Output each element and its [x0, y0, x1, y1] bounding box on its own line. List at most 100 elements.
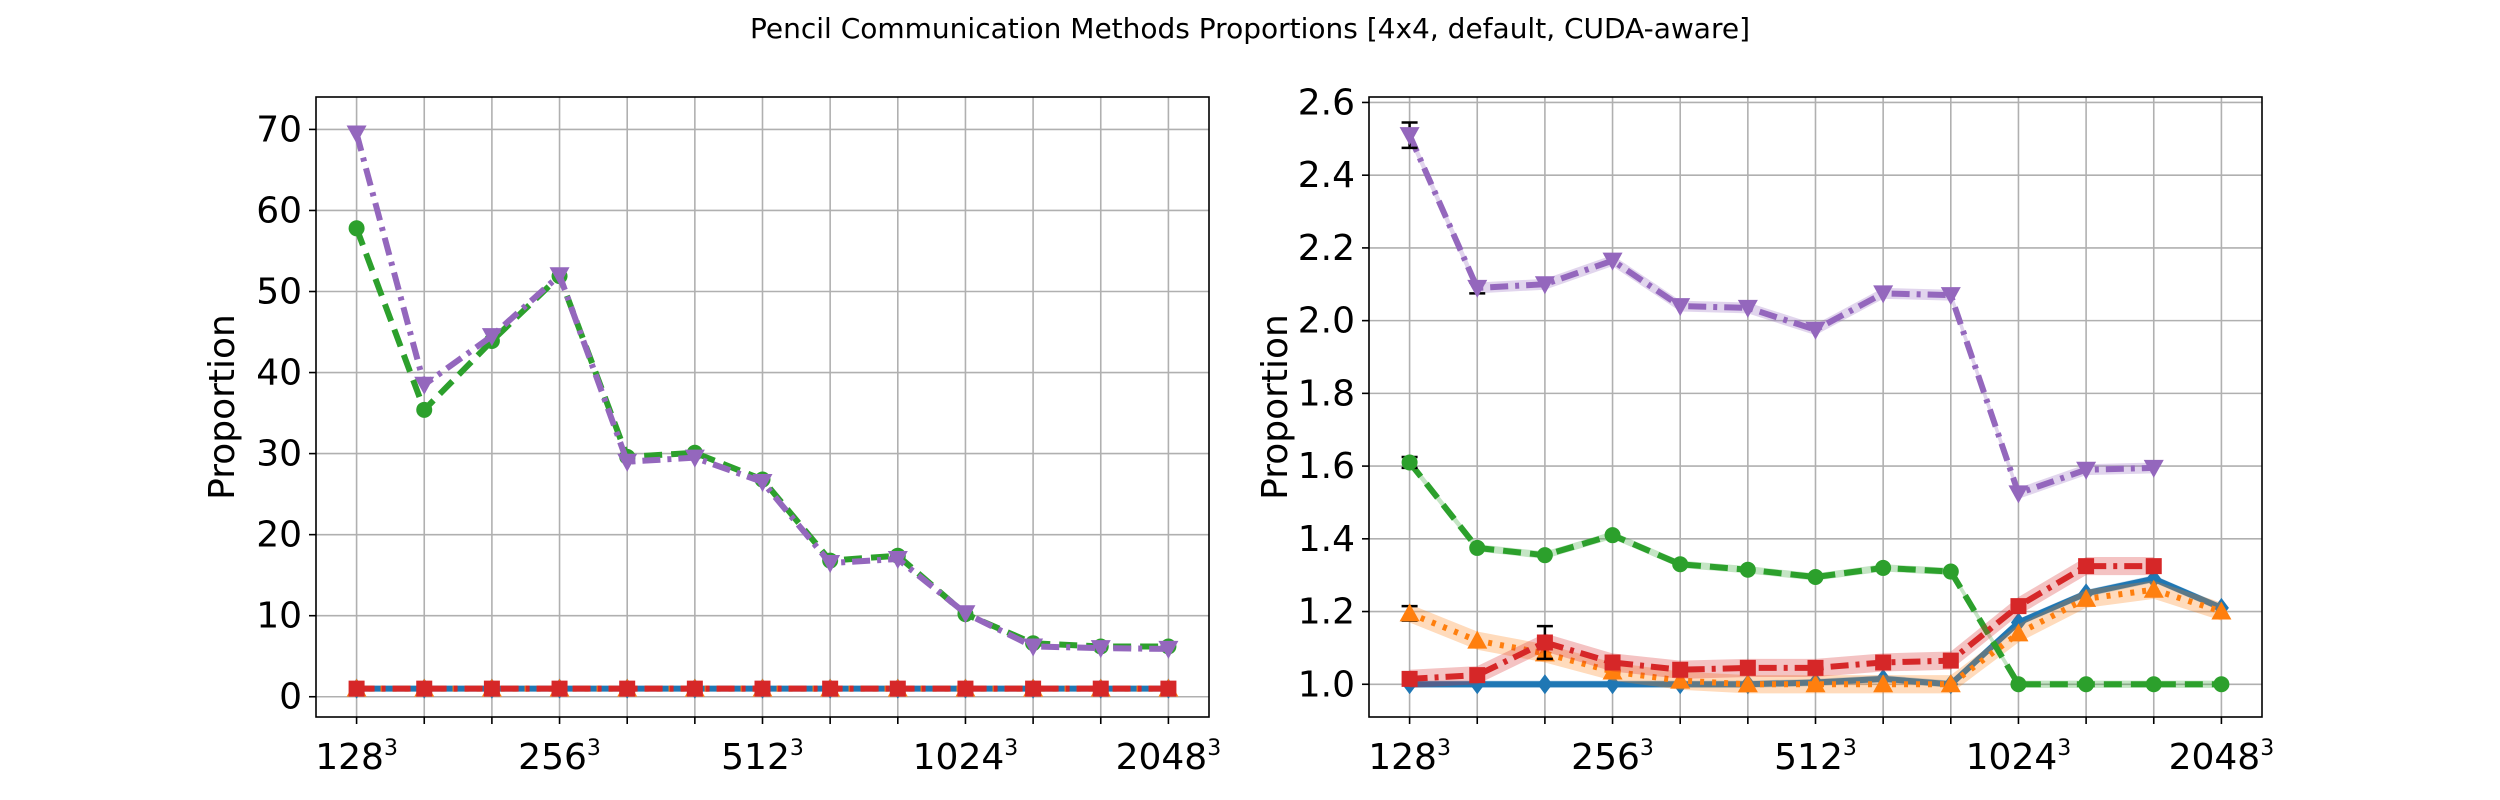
- series-3: [1401, 557, 2162, 688]
- data-point: [1807, 569, 1824, 585]
- series-line: [1406, 133, 2154, 497]
- data-point: [1873, 674, 1894, 693]
- y-tick-label: 2.0: [1298, 301, 1355, 342]
- data-point: [955, 605, 976, 624]
- data-point: [1739, 561, 1756, 578]
- y-tick-label: 60: [256, 190, 302, 231]
- data-point: [752, 473, 773, 492]
- data-point: [348, 680, 365, 697]
- data-point: [2008, 623, 2029, 642]
- data-point: [1399, 127, 1420, 146]
- x-tick-label: 10243: [913, 736, 1019, 778]
- data-point: [1670, 298, 1691, 317]
- data-point: [2145, 676, 2162, 693]
- x-tick-label: 1283: [315, 736, 398, 778]
- data-point: [1602, 661, 1623, 680]
- data-point: [2076, 461, 2097, 480]
- data-point: [1469, 667, 1486, 684]
- data-point: [1737, 299, 1758, 318]
- data-point: [2213, 676, 2230, 693]
- data-point: [2010, 676, 2027, 693]
- data-point: [686, 680, 703, 697]
- y-tick-label: 50: [256, 272, 302, 313]
- data-point: [2143, 459, 2164, 478]
- data-point: [1025, 680, 1042, 697]
- data-point: [1536, 547, 1553, 564]
- x-tick-label: 10243: [1966, 736, 2072, 778]
- y-tick-label: 40: [256, 353, 302, 394]
- data-point: [1401, 670, 1418, 687]
- data-point: [414, 376, 435, 395]
- series-2: [1401, 454, 2230, 693]
- data-point: [619, 680, 636, 697]
- data-point: [889, 680, 906, 697]
- y-tick-label: 2.4: [1298, 155, 1355, 196]
- x-tick-label: 20483: [2169, 736, 2275, 778]
- data-point: [1875, 559, 1892, 576]
- data-point: [1401, 454, 1418, 471]
- data-point: [1399, 603, 1420, 622]
- data-point: [1160, 680, 1177, 697]
- data-point: [346, 125, 367, 144]
- data-point: [2008, 485, 2029, 504]
- x-tick-label: 1283: [1368, 736, 1451, 778]
- data-point: [1469, 539, 1486, 556]
- y-tick-label: 1.4: [1298, 519, 1355, 560]
- right-chart: 1.0 1.2 1.4 1.6 1.8 2.0 2.2 2.4 2.6 1283 2563 5123 1…: [1255, 82, 2274, 778]
- x-tick-label: 2563: [518, 736, 601, 778]
- data-point: [1467, 279, 1488, 298]
- x-tick-label: 5123: [721, 736, 804, 778]
- data-point: [348, 220, 365, 237]
- data-point: [1604, 527, 1621, 544]
- data-point: [2076, 588, 2097, 607]
- series-4: [346, 125, 1179, 659]
- y-tick-label: 70: [256, 109, 302, 150]
- data-point: [2078, 558, 2095, 575]
- y-tick-label: 10: [256, 596, 302, 637]
- y-tick-label: 1.6: [1298, 446, 1355, 487]
- y-tick-label: 1.2: [1298, 592, 1355, 633]
- data-point: [1090, 640, 1111, 659]
- data-point: [1873, 285, 1894, 304]
- data-point: [822, 680, 839, 697]
- data-point: [957, 680, 974, 697]
- data-point: [1739, 659, 1756, 676]
- data-point: [1737, 674, 1758, 693]
- y-tick-label: 20: [256, 515, 302, 556]
- data-point: [1805, 674, 1826, 693]
- data-point: [887, 550, 908, 569]
- data-point: [481, 328, 502, 347]
- data-point: [416, 401, 433, 418]
- data-point: [617, 453, 638, 472]
- series-line: [1409, 563, 2154, 682]
- data-point: [1023, 638, 1044, 657]
- data-point: [1807, 659, 1824, 676]
- data-point: [416, 680, 433, 697]
- data-point: [1604, 654, 1621, 671]
- figure-title: Pencil Communication Methods Proportions…: [750, 12, 1750, 45]
- data-point: [1940, 287, 1961, 306]
- data-point: [2078, 676, 2095, 693]
- data-point: [2010, 612, 2026, 633]
- data-point: [2211, 601, 2232, 620]
- data-point: [1536, 634, 1553, 651]
- data-point: [551, 680, 568, 697]
- data-point: [1805, 321, 1826, 340]
- x-tick-label: 5123: [1774, 736, 1857, 778]
- data-point: [1875, 654, 1892, 671]
- series-3: [348, 680, 1177, 697]
- data-point: [2010, 598, 2027, 615]
- data-point: [549, 267, 570, 286]
- data-point: [684, 449, 705, 468]
- data-point: [1534, 276, 1555, 295]
- y-tick-label: 30: [256, 434, 302, 475]
- y-tick-label: 1.8: [1298, 373, 1355, 414]
- left-chart: 0 10 20 30 40 50 60 70 1283 2563 5123 10243 20483 Pro…: [202, 96, 1221, 778]
- data-point: [1092, 680, 1109, 697]
- data-point: [1942, 652, 1959, 669]
- y-axis-label: Proportion: [202, 314, 243, 500]
- data-point: [1942, 563, 1959, 580]
- y-tick-label: 2.2: [1298, 228, 1355, 269]
